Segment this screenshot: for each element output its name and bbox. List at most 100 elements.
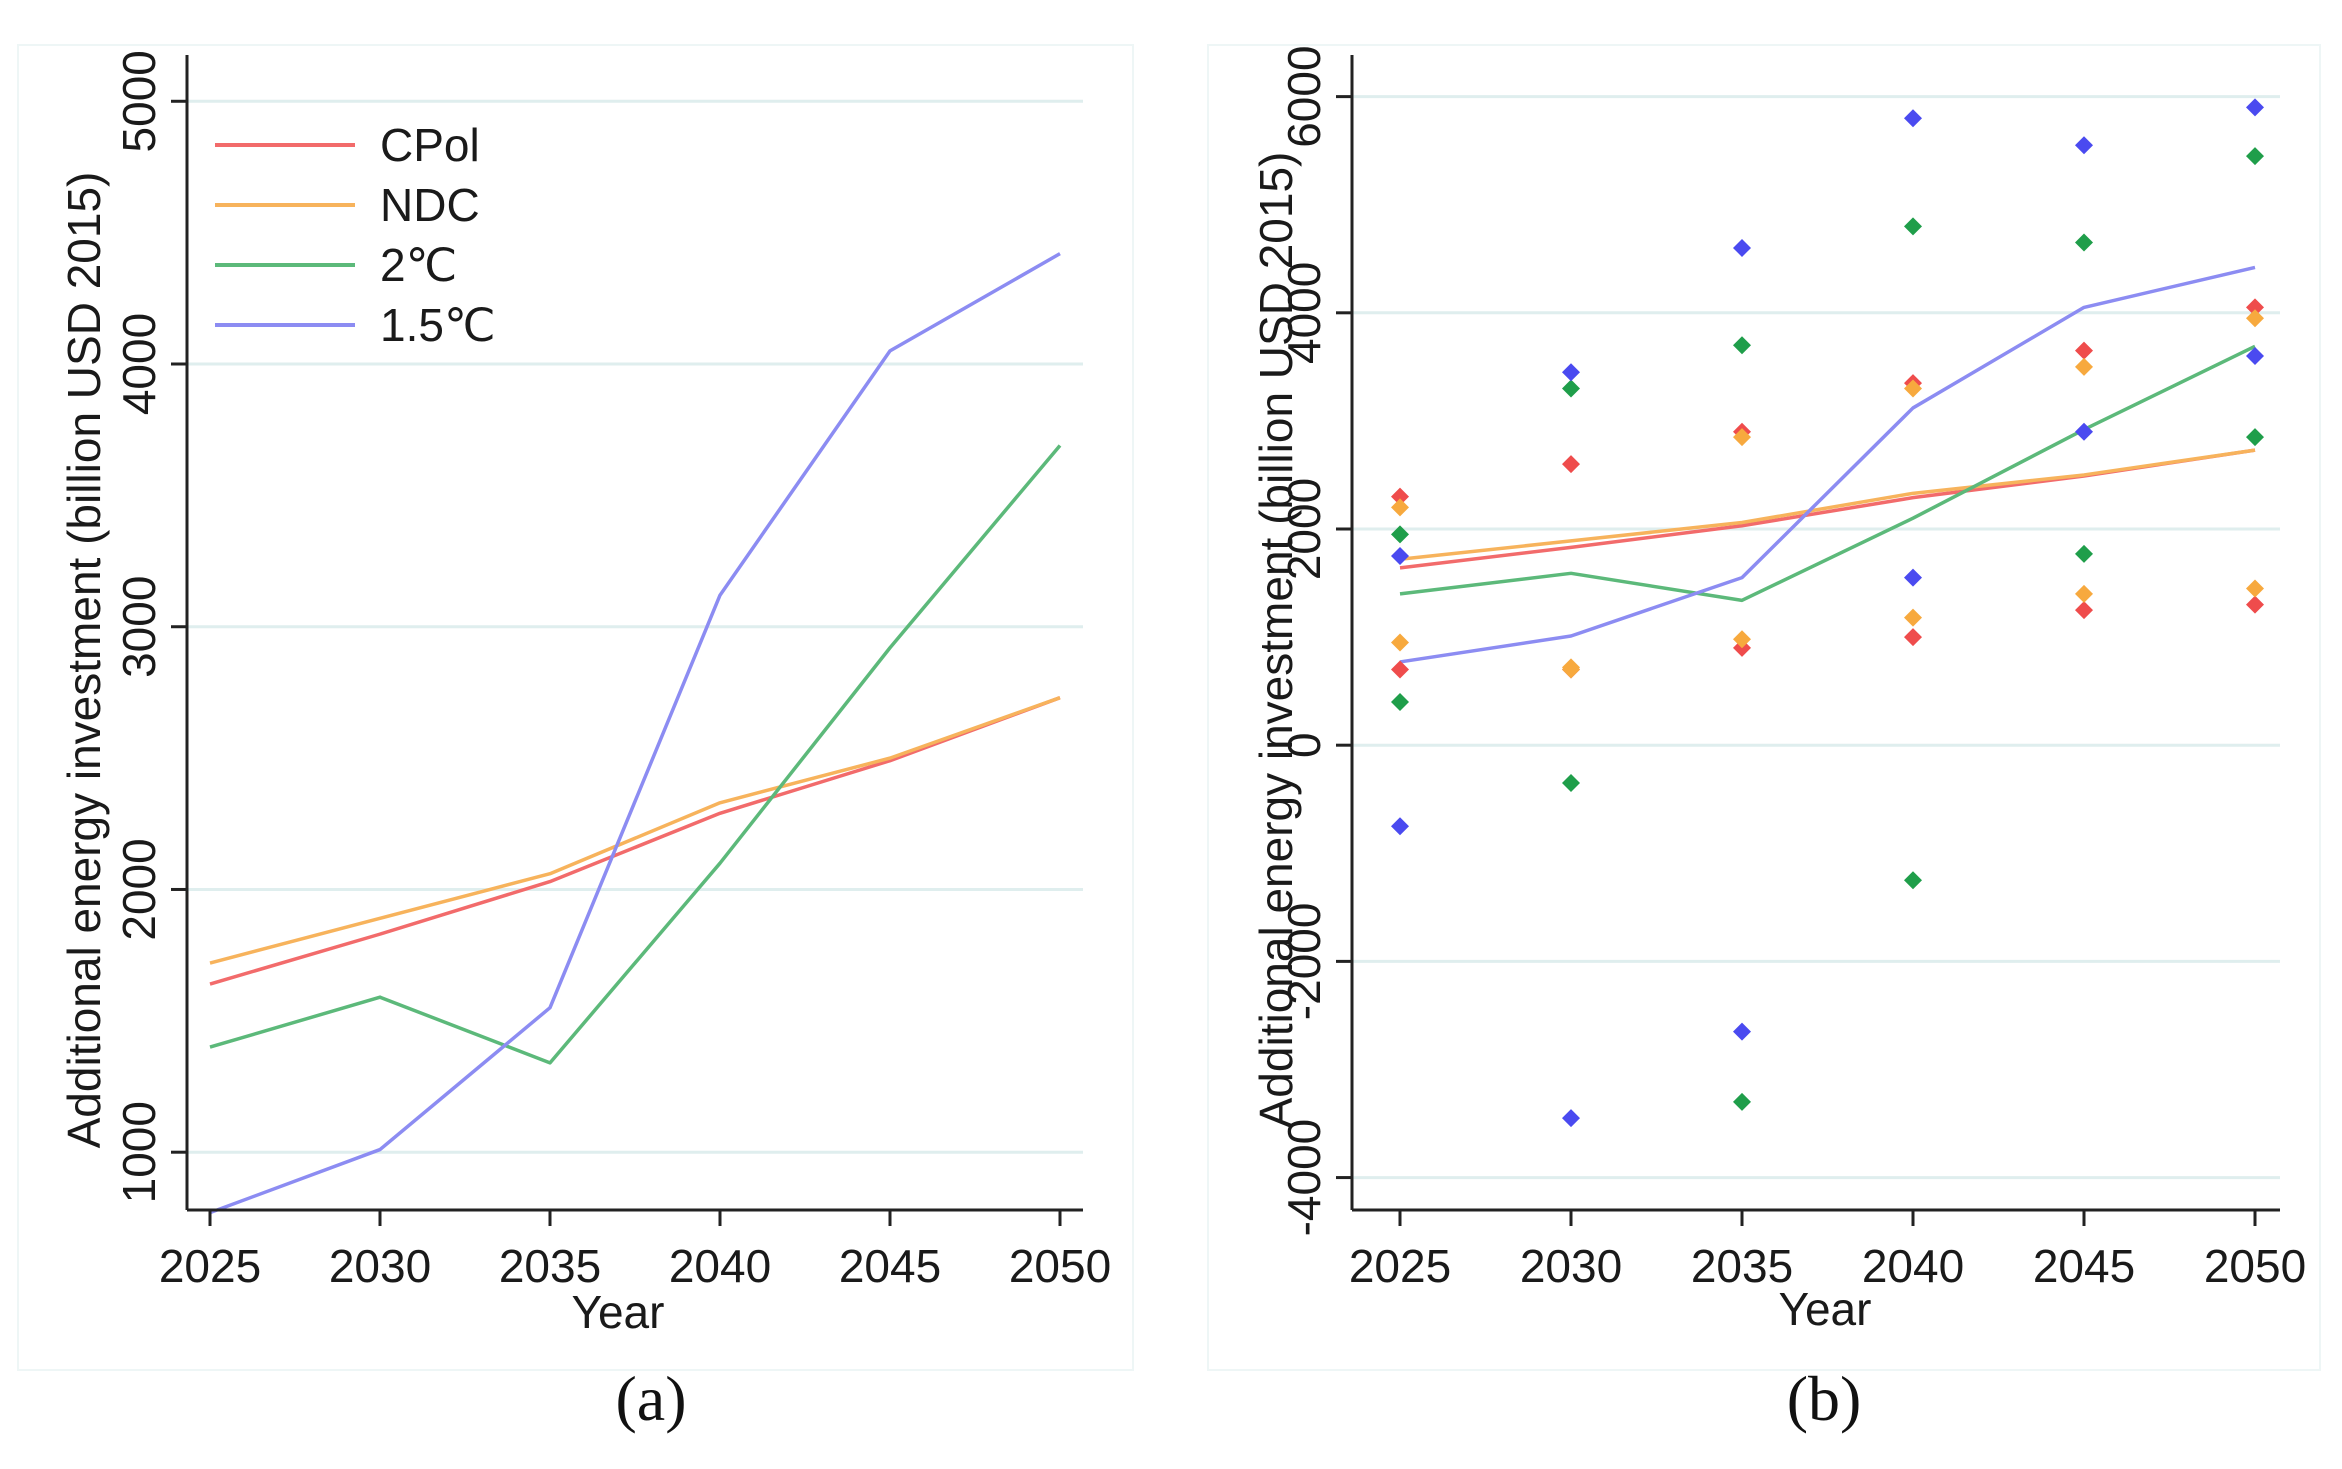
panel-a-x-tick-label: 2040 [669, 1240, 771, 1292]
panel-b-x-tick-label: 2035 [1691, 1240, 1793, 1292]
point-1-5c-high-2030 [1562, 363, 1580, 382]
panel-a-caption: (a) [615, 1363, 686, 1434]
legend-label-cpol: CPol [380, 119, 480, 171]
point-cpol-high-2025 [1391, 487, 1409, 506]
panel-b-caption: (b) [1787, 1363, 1862, 1434]
panel-a-x-tick-label: 2025 [159, 1240, 261, 1292]
point-cpol-high-2050 [2246, 298, 2264, 317]
panel-b-y-ticks: -4000 -2000 0 2000 4000 6000 [1278, 45, 1352, 1236]
point-cpol-low-2040 [1904, 628, 1922, 647]
point-ndc-high-2035 [1733, 428, 1751, 447]
panel-a-y-tick-label: 3000 [113, 576, 165, 678]
panel-a-y-tick-label: 5000 [113, 50, 165, 152]
point-1-5c-low-2045 [2075, 422, 2093, 441]
point-1-5c-high-2040 [1904, 109, 1922, 128]
panel-a-x-tick-label: 2030 [329, 1240, 431, 1292]
point-ndc-low-2025 [1391, 633, 1409, 652]
legend-label-1-5c: 1.5℃ [380, 299, 496, 351]
point-1-5c-low-2040 [1904, 568, 1922, 587]
panel-b-series-lines [1399, 265, 2256, 664]
point-2c-high-2035 [1733, 336, 1751, 355]
point-ndc-low-2045 [2075, 584, 2093, 603]
point-2c-low-2025 [1391, 692, 1409, 711]
panel-a-line-2c [209, 444, 1062, 1065]
point-1-5c-high-2050 [2246, 98, 2264, 117]
point-ndc-low-2035 [1733, 630, 1751, 649]
panel-a-y-tick-label: 2000 [113, 838, 165, 940]
panel-a: 1000 2000 3000 4000 5000 2025 2030 2035 2040 204… [17, 44, 1134, 1434]
panel-a-series-lines [209, 252, 1062, 1215]
point-1-5c-high-2045 [2075, 136, 2093, 155]
point-2c-high-2025 [1391, 525, 1409, 544]
point-1-5c-low-2035 [1733, 1022, 1751, 1041]
panel-b-x-tick-label: 2030 [1520, 1240, 1622, 1292]
panel-a-x-tick-label: 2050 [1009, 1240, 1111, 1292]
point-1-5c-low-2025 [1391, 817, 1409, 836]
panel-b-x-tick-label: 2025 [1349, 1240, 1451, 1292]
point-1-5c-high-2035 [1733, 238, 1751, 257]
point-2c-low-2045 [2075, 544, 2093, 563]
panel-b-line-1-5c [1399, 265, 2256, 664]
point-2c-high-2050 [2246, 147, 2264, 166]
panel-b: -4000 -2000 0 2000 4000 6000 2025 2030 2035 2040… [1207, 44, 2321, 1434]
panel-b-x-tick-label: 2045 [2033, 1240, 2135, 1292]
point-cpol-low-2050 [2246, 595, 2264, 614]
point-ndc-low-2040 [1904, 608, 1922, 627]
panel-b-y-tick-label: -4000 [1278, 1119, 1330, 1237]
point-2c-low-2035 [1733, 1092, 1751, 1111]
panel-b-y-tick-label: -2000 [1278, 903, 1330, 1021]
panel-b-y-axis-title: Additional energy investment (billion US… [1250, 152, 1302, 1129]
panel-a-x-ticks: 2025 2030 2035 2040 2045 2050 [159, 1210, 1111, 1292]
legend-label-2c: 2℃ [380, 239, 457, 291]
panel-b-x-tick-label: 2040 [1862, 1240, 1964, 1292]
panel-a-x-axis-title: Year [572, 1286, 665, 1338]
point-cpol-high-2030 [1562, 455, 1580, 474]
point-ndc-high-2045 [2075, 357, 2093, 376]
panel-a-x-tick-label: 2045 [839, 1240, 941, 1292]
panel-b-axes [1350, 55, 2280, 1212]
point-ndc-high-2040 [1904, 379, 1922, 398]
panel-b-x-tick-label: 2050 [2204, 1240, 2306, 1292]
point-2c-low-2040 [1904, 871, 1922, 890]
panel-a-frame [17, 44, 1134, 1371]
panel-b-y-tick-label: 6000 [1278, 45, 1330, 147]
panel-b-line-2c [1399, 344, 2256, 603]
panel-a-y-tick-label: 4000 [113, 313, 165, 415]
panel-a-x-tick-label: 2035 [499, 1240, 601, 1292]
point-1-5c-high-2025 [1391, 547, 1409, 566]
panel-a-y-axis-title: Additional energy investment (billion US… [58, 172, 110, 1149]
point-2c-low-2050 [2246, 428, 2264, 447]
panel-b-frame [1207, 44, 2321, 1371]
panel-a-line-1-5c [209, 252, 1061, 1215]
panel-a-legend: CPol NDC 2℃ 1.5℃ [215, 119, 496, 351]
point-2c-high-2040 [1904, 217, 1922, 236]
panel-b-x-axis-title: Year [1779, 1283, 1872, 1335]
panel-b-y-tick-label: 0 [1278, 732, 1330, 758]
legend-label-ndc: NDC [380, 179, 480, 231]
point-1-5c-low-2050 [2246, 347, 2264, 366]
panel-a-axes [185, 55, 1083, 1212]
point-ndc-low-2030 [1562, 660, 1580, 679]
point-2c-high-2045 [2075, 233, 2093, 252]
point-2c-high-2030 [1562, 379, 1580, 398]
panel-a-y-tick-label: 1000 [113, 1101, 165, 1203]
point-ndc-low-2050 [2246, 579, 2264, 598]
panel-b-scatter-points [1391, 98, 2264, 1128]
point-cpol-high-2045 [2075, 341, 2093, 360]
panel-a-y-ticks: 1000 2000 3000 4000 5000 [113, 50, 187, 1203]
panel-b-y-tick-label: 2000 [1278, 478, 1330, 580]
panel-b-x-ticks: 2025 2030 2035 2040 2045 2050 [1349, 1210, 2306, 1292]
point-ndc-high-2050 [2246, 309, 2264, 328]
point-cpol-low-2025 [1391, 660, 1409, 679]
point-ndc-high-2025 [1391, 498, 1409, 517]
panel-a-line-cpol [209, 696, 1061, 986]
point-cpol-low-2045 [2075, 601, 2093, 620]
point-1-5c-low-2030 [1562, 1109, 1580, 1128]
panel-b-line-ndc [1399, 448, 2256, 562]
panel-b-gridlines [1352, 95, 2280, 1180]
panel-a-line-ndc [209, 696, 1061, 965]
panel-b-y-tick-label: 4000 [1278, 262, 1330, 364]
panel-a-gridlines [187, 99, 1083, 1154]
point-2c-low-2030 [1562, 774, 1580, 793]
